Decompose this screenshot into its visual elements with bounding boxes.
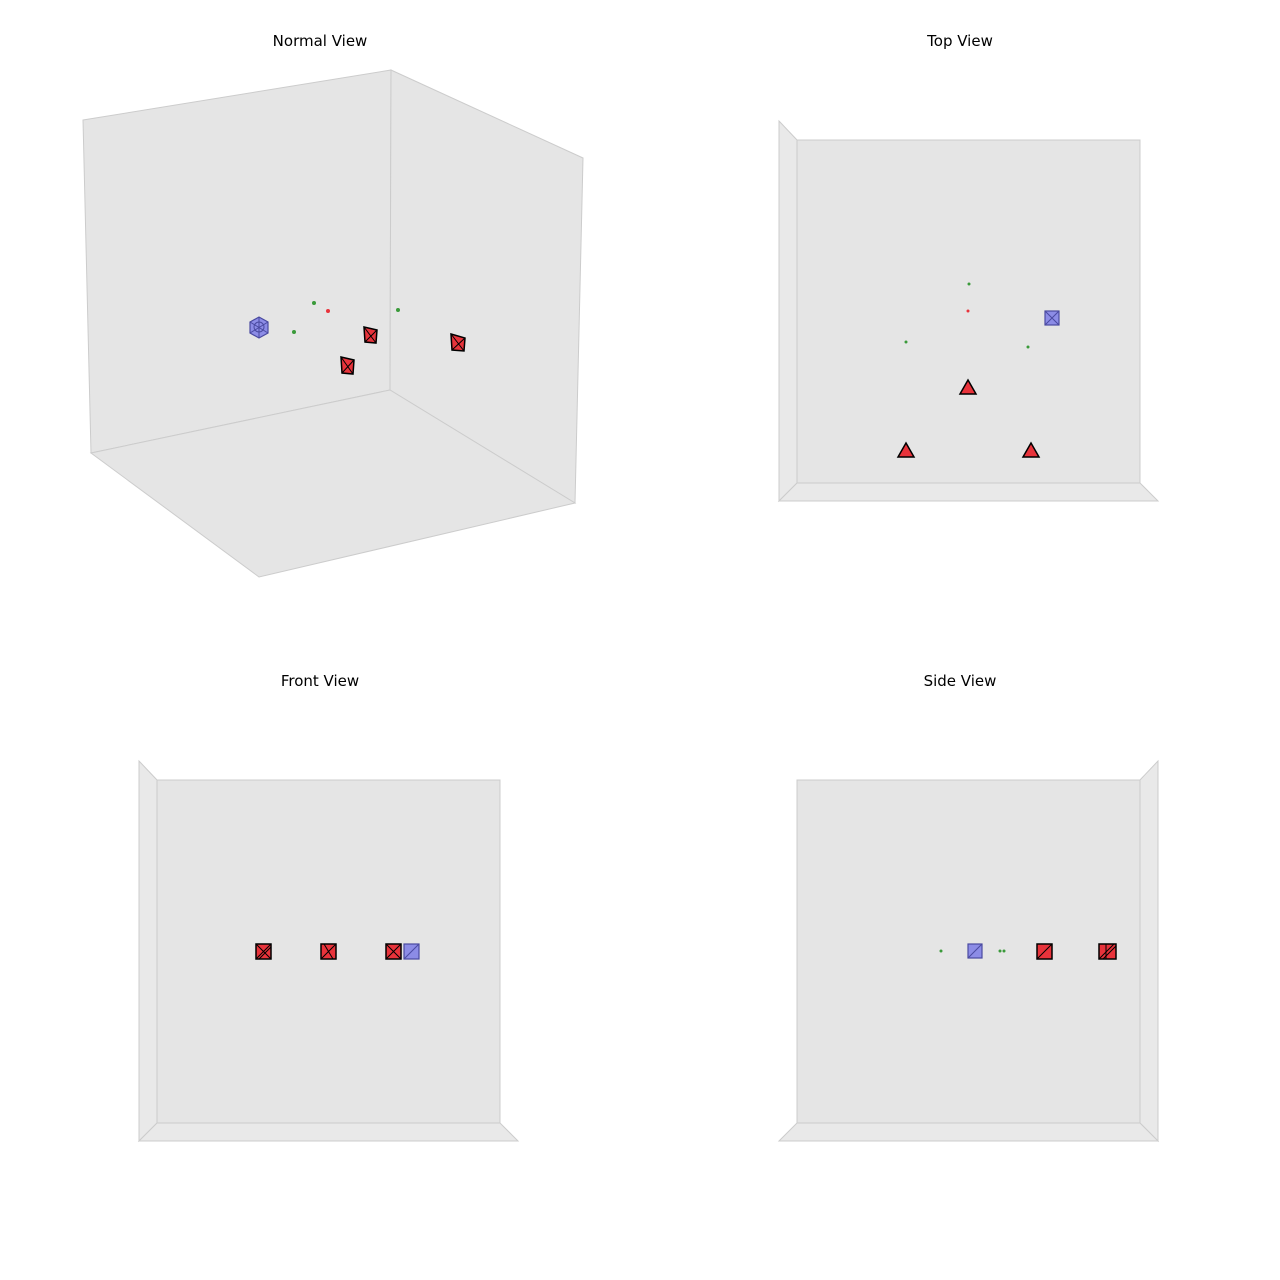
side-strip-left: [138, 759, 158, 1143]
red-cube-marker: [340, 356, 355, 375]
side-strip-bottom: [777, 1122, 1160, 1142]
red-square-marker: [385, 943, 402, 960]
title-normal-view: Normal View: [272, 32, 368, 50]
side-view-markers: [939, 943, 1117, 960]
red-triangle-marker: [958, 378, 978, 395]
green-point: [1026, 345, 1030, 349]
blue-cube-marker: [249, 316, 269, 339]
green-point: [904, 340, 908, 344]
title-top-view: Top View: [927, 32, 993, 50]
red-square-marker: [1098, 943, 1117, 960]
red-triangle-marker: [1021, 441, 1041, 458]
front-view-markers: [255, 943, 420, 960]
green-point: [1002, 949, 1006, 953]
title-side-view: Side View: [923, 672, 997, 690]
red-cube-marker: [363, 326, 378, 344]
side-strip-right: [1139, 759, 1159, 1143]
red-cube-marker: [450, 332, 466, 352]
blue-square-marker: [403, 943, 420, 960]
floor-pane: [89, 389, 577, 578]
green-point: [396, 308, 400, 312]
top-view-markers: [896, 282, 1060, 458]
side-strip-bottom: [777, 482, 1160, 502]
red-square-marker: [1036, 943, 1053, 960]
blue-square-marker: [1044, 310, 1060, 326]
title-front-view: Front View: [280, 672, 360, 690]
red-square-marker: [320, 943, 337, 960]
green-point: [998, 949, 1002, 953]
green-point: [312, 301, 316, 305]
red-square-marker: [255, 943, 272, 960]
side-strip-bottom: [137, 1122, 520, 1142]
normal-view-axes: [82, 69, 584, 578]
green-point: [939, 949, 943, 953]
green-point: [967, 282, 971, 286]
red-point: [326, 309, 330, 313]
red-triangle-marker: [896, 441, 916, 458]
green-point: [292, 330, 296, 334]
side-strip-left: [778, 119, 798, 503]
normal-view-markers: [249, 301, 466, 375]
red-point: [966, 309, 970, 313]
blue-square-marker: [967, 943, 983, 959]
back-wall-left: [82, 69, 392, 454]
